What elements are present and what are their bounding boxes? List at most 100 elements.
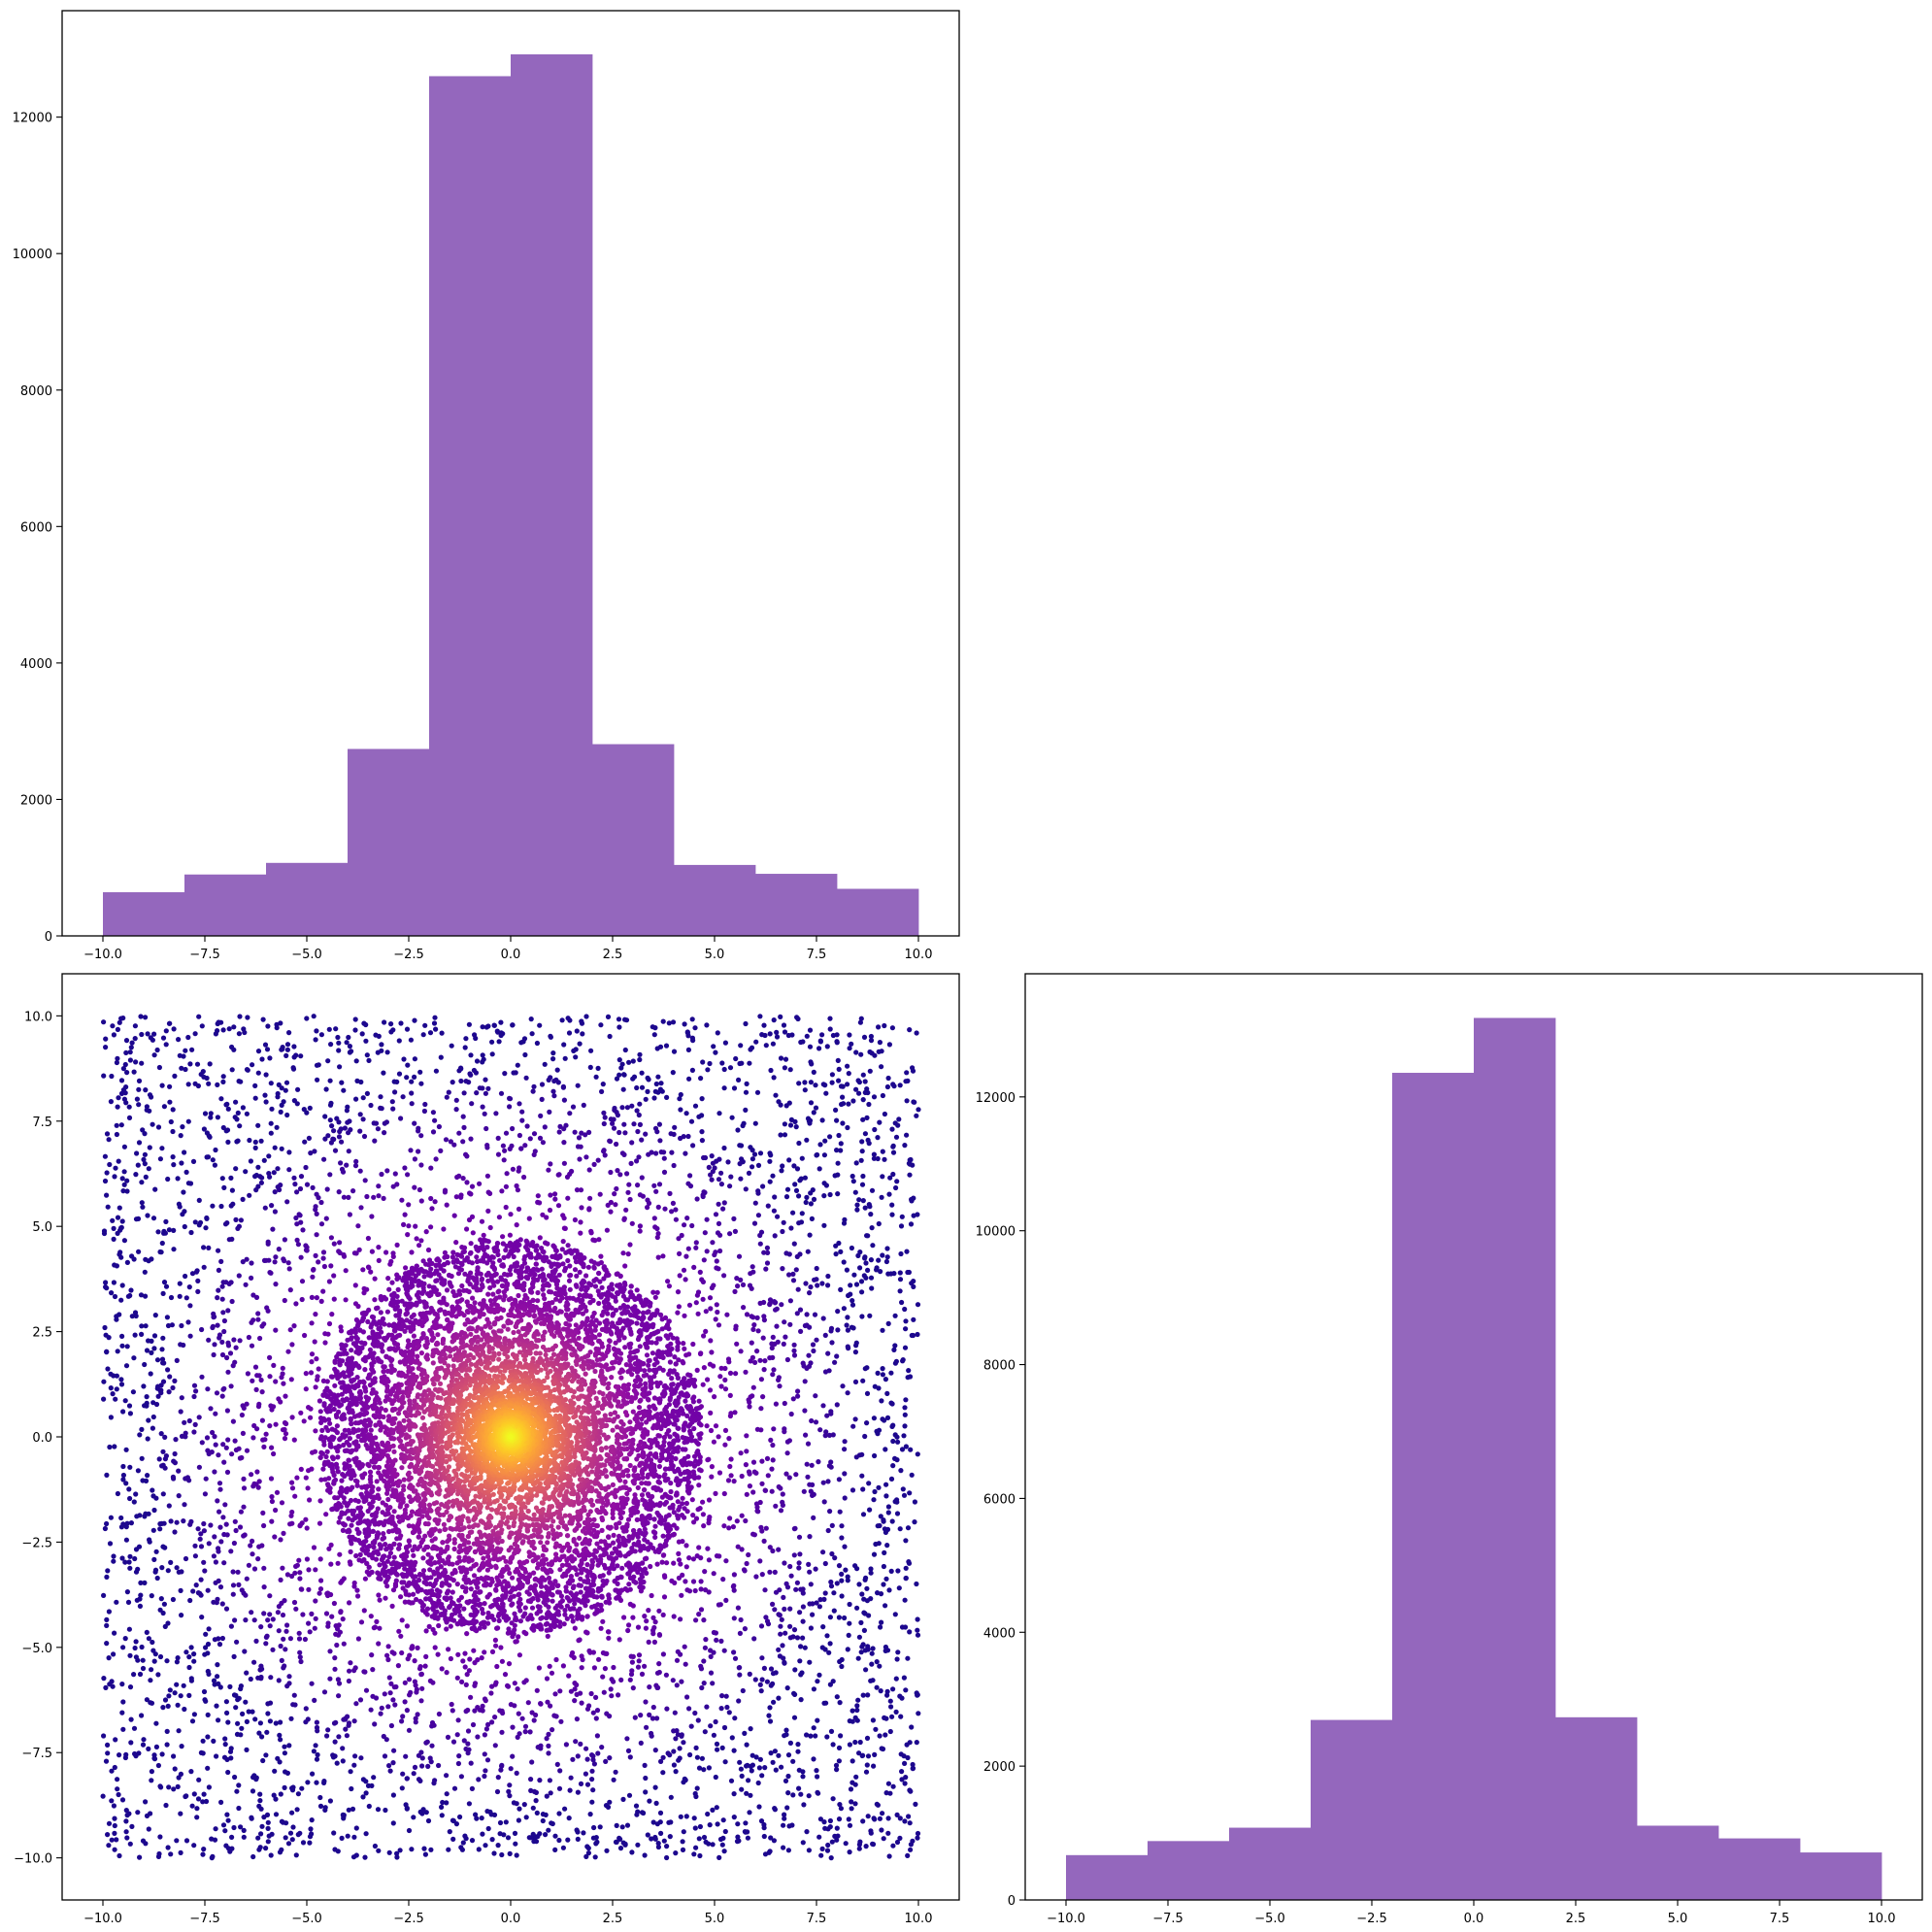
scatter-point xyxy=(515,1686,520,1692)
scatter-point xyxy=(172,1690,178,1696)
scatter-point xyxy=(678,1091,683,1098)
scatter-point xyxy=(745,1762,750,1768)
scatter-point xyxy=(817,1142,823,1148)
scatter-point xyxy=(678,1107,683,1113)
scatter-point xyxy=(712,1251,717,1258)
scatter-point xyxy=(309,1466,315,1472)
scatter-point xyxy=(883,1377,889,1382)
scatter-point xyxy=(235,1138,241,1144)
scatter-point xyxy=(707,1822,713,1828)
scatter-point xyxy=(888,1400,894,1406)
scatter-point xyxy=(411,1771,416,1777)
scatter-point xyxy=(400,1094,406,1100)
scatter-point xyxy=(205,1712,211,1717)
scatter-point xyxy=(758,1406,764,1412)
scatter-point xyxy=(202,1568,208,1574)
scatter-point xyxy=(739,1786,745,1792)
scatter-point xyxy=(180,1212,185,1217)
scatter-point xyxy=(314,1062,320,1068)
scatter-point xyxy=(234,1788,240,1794)
scatter-point xyxy=(123,1363,130,1369)
scatter-point xyxy=(686,1555,692,1561)
scatter-point xyxy=(545,1633,550,1639)
scatter-point xyxy=(349,1785,354,1792)
scatter-point xyxy=(658,1081,664,1086)
scatter-point xyxy=(562,1055,568,1061)
scatter-point xyxy=(293,1215,299,1221)
scatter-point xyxy=(763,1266,769,1272)
scatter-point xyxy=(767,1718,774,1724)
scatter-point xyxy=(898,1250,904,1257)
scatter-point xyxy=(846,1346,851,1351)
scatter-point xyxy=(457,1814,463,1820)
scatter-point xyxy=(568,1775,574,1781)
scatter-point xyxy=(393,1683,399,1690)
scatter-point xyxy=(103,1758,110,1764)
scatter-point xyxy=(218,1203,224,1210)
scatter-point xyxy=(108,1371,114,1377)
scatter-point xyxy=(336,1622,342,1628)
scatter-point xyxy=(852,1349,859,1355)
scatter-point xyxy=(559,1017,565,1023)
scatter-point xyxy=(732,1288,738,1294)
scatter-point xyxy=(800,1604,807,1610)
scatter-point xyxy=(835,1327,841,1333)
scatter-point xyxy=(465,1728,472,1734)
scatter-point xyxy=(555,1080,561,1085)
scatter-point xyxy=(861,1610,867,1616)
scatter-point xyxy=(664,1706,670,1712)
scatter-point xyxy=(572,1681,578,1686)
histogram-top-x-tick-label: −5.0 xyxy=(291,948,322,962)
scatter-point xyxy=(144,1629,150,1635)
scatter-point xyxy=(312,1697,317,1703)
scatter-point xyxy=(684,1694,690,1700)
scatter-point xyxy=(179,1065,184,1071)
scatter-point xyxy=(783,1471,789,1477)
scatter-point xyxy=(188,1229,194,1236)
scatter-point xyxy=(856,1634,863,1640)
scatter-point xyxy=(722,1442,728,1448)
scatter-point xyxy=(869,1050,875,1056)
scatter-point xyxy=(892,1343,898,1349)
scatter-point xyxy=(314,1719,319,1725)
scatter-point xyxy=(575,1836,581,1842)
scatter-point xyxy=(735,1544,741,1549)
scatter-point xyxy=(691,1264,697,1270)
scatter-point xyxy=(757,1150,764,1156)
scatter-point xyxy=(544,1215,550,1220)
scatter-point xyxy=(744,1449,749,1454)
scatter-point xyxy=(379,1106,384,1112)
scatter-point xyxy=(165,1176,171,1183)
scatter-point xyxy=(115,1786,120,1792)
scatter-point xyxy=(322,1340,328,1346)
scatter-point xyxy=(828,1583,835,1589)
scatter-point xyxy=(389,1280,395,1285)
scatter-point xyxy=(869,1285,875,1291)
scatter-point xyxy=(573,1054,579,1060)
scatter-point xyxy=(424,1739,430,1745)
scatter-point xyxy=(868,1038,875,1044)
scatter-point xyxy=(810,1492,816,1498)
scatter-point xyxy=(104,1472,110,1478)
scatter-point xyxy=(280,1047,285,1052)
scatter-point xyxy=(873,1726,879,1732)
scatter-point xyxy=(233,1345,239,1350)
scatter-point xyxy=(683,1111,689,1116)
scatter-point xyxy=(747,1060,752,1066)
scatter-point xyxy=(710,1681,716,1686)
scatter-point xyxy=(841,1259,847,1265)
scatter-point xyxy=(432,1117,438,1123)
scatter-point xyxy=(206,1133,212,1139)
scatter-point xyxy=(879,1064,884,1070)
scatter-point xyxy=(188,1518,194,1524)
scatter-point xyxy=(306,1567,312,1573)
scatter-point xyxy=(228,1623,234,1629)
scatter-point xyxy=(719,1693,725,1699)
scatter-point xyxy=(221,1560,227,1566)
scatter-point xyxy=(893,1358,900,1364)
scatter-point xyxy=(372,1624,378,1630)
scatter-point xyxy=(234,1116,240,1122)
scatter-point xyxy=(139,1426,145,1432)
scatter-point xyxy=(373,1032,379,1038)
scatter-point xyxy=(813,1393,818,1399)
